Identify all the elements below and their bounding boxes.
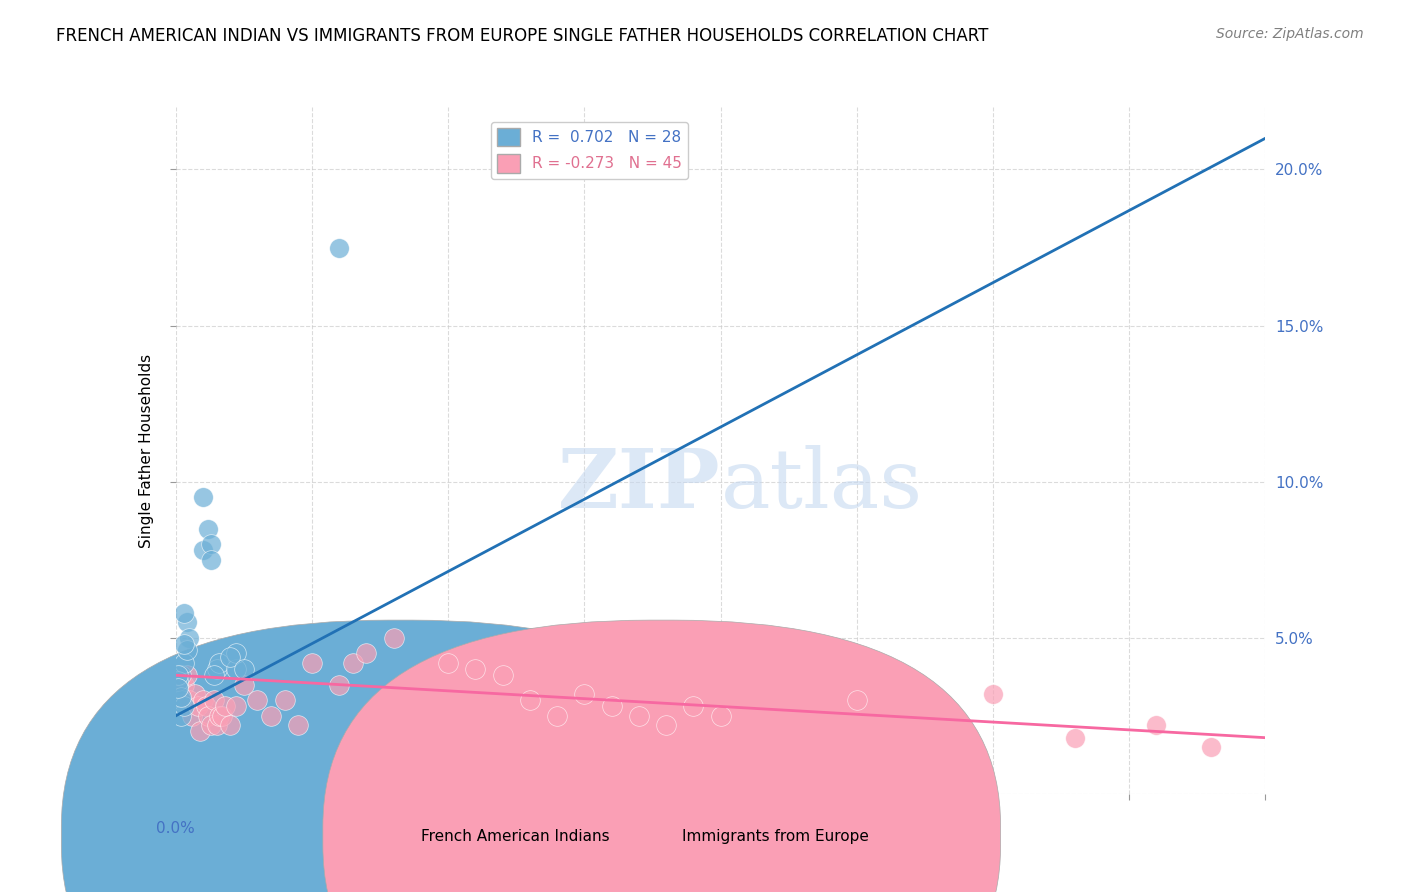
Point [682,699,704,714]
Text: Source: ZipAtlas.com: Source: ZipAtlas.com [1216,27,1364,41]
Point [173,656,195,670]
Point [170,668,193,682]
Point [167,678,190,692]
Point [342,656,364,670]
Point [173,678,195,692]
Point [197,521,219,535]
Point [200,718,222,732]
Point [179,631,201,645]
Point [200,552,222,567]
Point [627,708,650,723]
Legend: R =  0.702   N = 28, R = -0.273   N = 45: R = 0.702 N = 28, R = -0.273 N = 45 [491,121,689,178]
Point [170,708,193,723]
FancyBboxPatch shape [323,620,1001,892]
Point [176,615,198,630]
Point [1063,731,1085,745]
Point [167,668,190,682]
Point [519,693,541,707]
Point [167,674,190,689]
Point [176,643,198,657]
Point [208,656,231,670]
Text: ZIP: ZIP [558,445,721,524]
Point [464,662,486,676]
Point [170,674,193,689]
Point [173,637,195,651]
Text: Immigrants from Europe: Immigrants from Europe [682,829,869,844]
Point [356,646,378,660]
Point [219,649,242,664]
Point [600,699,623,714]
Point [382,631,405,645]
Point [1199,740,1222,755]
Point [188,724,211,739]
Point [710,708,733,723]
Point [205,718,228,732]
Point [202,693,225,707]
FancyBboxPatch shape [62,620,740,892]
Point [179,693,201,707]
Point [437,656,460,670]
Point [232,678,254,692]
Point [845,693,868,707]
Point [260,708,283,723]
Point [328,240,350,255]
Point [214,699,236,714]
Point [167,681,190,695]
Point [546,708,568,723]
Point [574,687,596,701]
Point [181,708,204,723]
Text: French American Indians: French American Indians [420,829,610,844]
Point [194,699,217,714]
Point [655,718,678,732]
Point [184,687,207,701]
Point [219,718,242,732]
Point [205,662,228,676]
Text: 0.0%: 0.0% [156,822,195,837]
Point [200,537,222,551]
Point [173,699,195,714]
Point [232,662,254,676]
Point [170,690,193,705]
Point [211,708,233,723]
Point [191,490,214,504]
Point [287,718,309,732]
Point [176,668,198,682]
Point [246,693,269,707]
Point [301,656,323,670]
Point [1144,718,1167,732]
Y-axis label: Single Father Households: Single Father Households [139,353,155,548]
Point [225,646,247,660]
Point [173,606,195,620]
Point [225,699,247,714]
Point [191,543,214,558]
Point [208,708,231,723]
Point [225,662,247,676]
Point [202,668,225,682]
Text: FRENCH AMERICAN INDIAN VS IMMIGRANTS FROM EUROPE SINGLE FATHER HOUSEHOLDS CORREL: FRENCH AMERICAN INDIAN VS IMMIGRANTS FRO… [56,27,988,45]
Point [981,687,1004,701]
Point [328,678,350,692]
Point [274,693,297,707]
Text: atlas: atlas [721,445,922,524]
Point [191,693,214,707]
Point [186,699,209,714]
Point [197,708,219,723]
Point [170,693,193,707]
Point [492,668,515,682]
